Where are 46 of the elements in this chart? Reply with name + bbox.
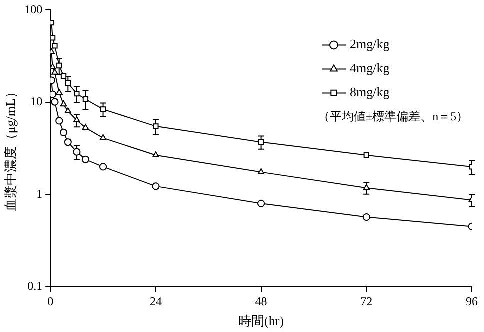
x-tick-label: 72 <box>360 294 373 308</box>
point <box>82 96 89 102</box>
legend-label: 2mg/kg <box>350 36 390 52</box>
x-tick-label: 0 <box>48 294 54 308</box>
point <box>60 128 68 137</box>
annotation: （平均値±標準偏差、n＝5） <box>318 109 469 124</box>
point <box>74 116 80 122</box>
point <box>60 73 67 79</box>
legend-label: 4mg/kg <box>350 60 390 76</box>
y-tick-label: 10 <box>30 94 43 109</box>
point <box>258 139 264 146</box>
point <box>153 124 159 130</box>
y-axis-title: 血漿中濃度（μg/mL） <box>3 86 18 212</box>
point <box>364 152 370 158</box>
point <box>152 182 160 190</box>
point <box>50 90 57 98</box>
point <box>60 100 68 107</box>
point <box>100 106 106 112</box>
y-tick-label: 0.1 <box>28 279 43 294</box>
point <box>51 98 59 106</box>
point <box>64 138 72 146</box>
point <box>74 91 80 97</box>
point <box>362 213 370 222</box>
point <box>52 43 58 49</box>
point <box>56 62 62 69</box>
point <box>82 124 90 130</box>
point <box>56 117 64 125</box>
point <box>82 156 90 164</box>
point <box>258 168 265 174</box>
point <box>73 148 81 156</box>
legend-label: 8mg/kg <box>350 84 390 100</box>
point <box>99 163 108 171</box>
x-tick-label: 48 <box>255 294 268 308</box>
y-tick-label: 100 <box>24 2 43 16</box>
x-axis-title: 時間(hr) <box>238 314 284 329</box>
point <box>64 108 72 114</box>
y-tick-label: 1 <box>36 186 43 201</box>
x-tick-label: 24 <box>150 294 162 308</box>
x-tick-label: 96 <box>466 294 478 308</box>
point <box>50 35 56 41</box>
point <box>258 200 266 208</box>
point <box>363 184 370 190</box>
point <box>65 80 71 86</box>
point <box>100 134 107 140</box>
point <box>56 89 63 96</box>
point <box>152 152 160 158</box>
